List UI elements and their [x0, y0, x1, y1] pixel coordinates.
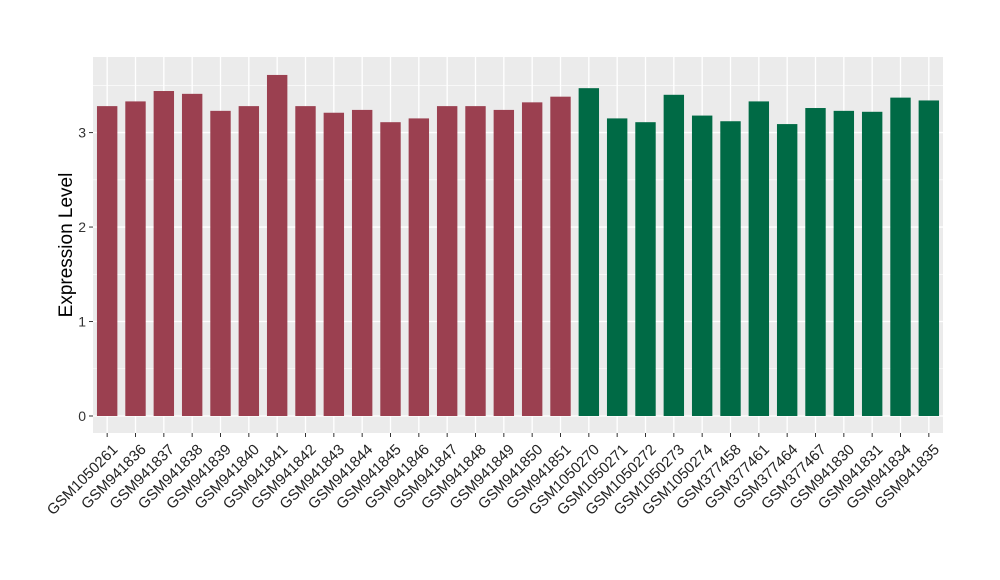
bar-GSM1050273 [663, 94, 685, 416]
bar-GSM1050271 [606, 118, 628, 416]
bar-GSM941848 [465, 106, 486, 416]
bar-GSM941843 [323, 112, 345, 416]
bar-GSM377458 [720, 121, 741, 416]
x-axis: GSM1050261GSM941836GSM941837GSM941838GSM… [44, 433, 943, 519]
y-tick-label: 2 [78, 219, 86, 235]
bar-GSM377461 [748, 101, 770, 416]
bar-GSM941836 [125, 101, 146, 416]
bar-GSM941835 [918, 100, 940, 416]
bar-GSM941830 [833, 110, 855, 416]
bar-GSM941849 [493, 109, 515, 416]
bar-GSM941851 [550, 96, 571, 416]
plot-background [93, 57, 943, 433]
bar-GSM941839 [210, 110, 231, 416]
bar-GSM941834 [890, 97, 911, 416]
bar-GSM941844 [351, 109, 373, 416]
bar-GSM1050270 [578, 88, 600, 416]
bar-GSM941846 [408, 118, 430, 416]
y-tick-label: 1 [78, 314, 86, 330]
bar-GSM941837 [153, 91, 175, 416]
bar-GSM941842 [295, 106, 316, 416]
bar-GSM941831 [861, 111, 883, 416]
bar-GSM941845 [380, 122, 401, 416]
bar-GSM1050272 [635, 122, 656, 416]
bar-GSM941841 [266, 74, 288, 416]
bar-GSM941838 [181, 93, 203, 416]
bars [96, 74, 940, 416]
y-axis: 0 1 2 3 [78, 125, 93, 424]
bar-GSM1050274 [691, 115, 713, 416]
y-tick-label: 3 [78, 125, 86, 141]
y-axis-title: Expression Level [56, 173, 77, 318]
bar-GSM1050261 [96, 106, 118, 416]
bar-GSM941847 [436, 106, 458, 416]
y-tick-label: 0 [78, 408, 86, 424]
bar-GSM941850 [521, 102, 543, 416]
bar-GSM941840 [238, 106, 260, 416]
bar-GSM377467 [805, 108, 826, 416]
bar-GSM377464 [776, 124, 798, 416]
